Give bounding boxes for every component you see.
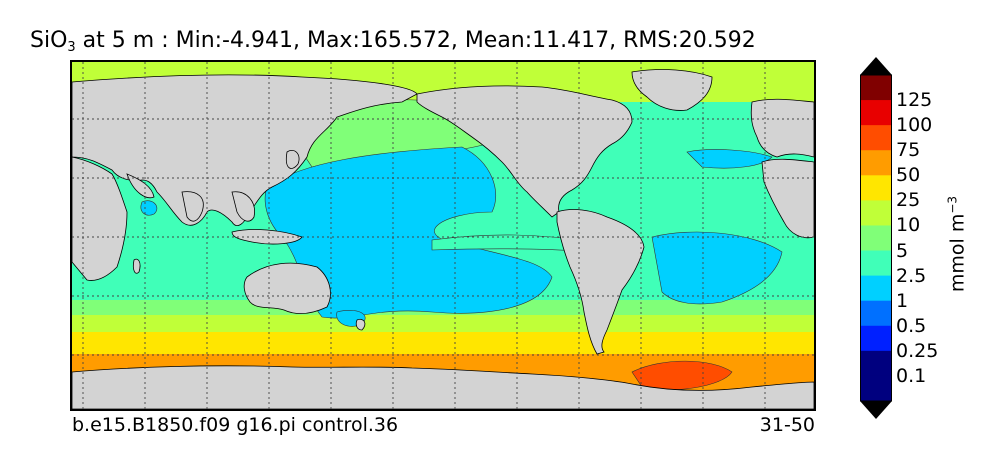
colorbar-tick-label: 100	[896, 114, 933, 137]
colorbar-segment	[860, 125, 892, 151]
colorbar-tick-label: 0.5	[896, 314, 927, 337]
indian-low-patch	[140, 200, 158, 216]
colorbar	[860, 57, 892, 423]
colorbar-unit-exponent: −3	[945, 195, 960, 214]
colorbar-tick-label: 25	[896, 189, 921, 212]
land-europe	[750, 98, 814, 158]
map-title: SiO3 at 5 m : Min:-4.941, Max:165.572, M…	[30, 28, 756, 55]
colorbar-tick-label: 10	[896, 214, 921, 237]
title-variable: SiO	[30, 28, 68, 53]
colorbar-segment	[860, 325, 892, 352]
title-subscript: 3	[67, 40, 76, 55]
colorbar-segment	[860, 275, 892, 302]
land-greenland	[631, 69, 713, 111]
colorbar-tick-label: 2.5	[896, 264, 927, 287]
case-name: b.e15.B1850.f09 g16.pi control.36	[72, 414, 399, 436]
land-india	[181, 191, 204, 222]
land-japan	[285, 149, 300, 169]
colorbar-segment	[860, 200, 892, 226]
colorbar-tick-label: 0.1	[896, 364, 927, 387]
colorbar-over-arrow	[860, 57, 892, 75]
land-new-zealand	[355, 318, 366, 331]
land-south-america	[556, 209, 645, 355]
colorbar-tick-label: 0.25	[896, 339, 939, 362]
year-range: 31-50	[759, 414, 815, 436]
colorbar-under-arrow	[860, 401, 892, 419]
land-antarctica	[72, 365, 814, 409]
gridlines	[72, 62, 814, 409]
land-arabia	[126, 173, 155, 199]
colorbar-frame	[860, 74, 892, 402]
colorbar-segment	[860, 375, 892, 402]
colorbar-segment	[860, 350, 892, 377]
colorbar-segment	[860, 75, 892, 101]
colorbar-tick-label: 5	[896, 239, 909, 262]
colorbar-segment	[860, 250, 892, 277]
colorbar-segment	[860, 100, 892, 126]
land-north-africa	[761, 158, 814, 239]
title-stats: at 5 m : Min:-4.941, Max:165.572, Mean:1…	[75, 28, 756, 53]
colorbar-segment	[860, 150, 892, 176]
ocean-south-band-lime	[72, 315, 814, 335]
colorbar-segment	[860, 225, 892, 252]
colorbar-tick-label: 50	[896, 164, 921, 187]
land-australia	[243, 262, 331, 314]
north-atlantic-low	[686, 149, 773, 169]
colorbar-label: mmol m−3	[945, 196, 968, 292]
south-atlantic-low	[651, 231, 783, 305]
land-madagascar	[132, 258, 141, 274]
colorbar-segment	[860, 175, 892, 201]
colorbar-tick-label: 125	[896, 89, 933, 112]
global-map	[70, 60, 816, 411]
colorbar-unit: mmol m	[946, 213, 969, 293]
land-africa	[72, 156, 128, 281]
colorbar-tick-label: 1	[896, 289, 909, 312]
colorbar-tick-label: 75	[896, 139, 921, 162]
colorbar-segment	[860, 300, 892, 327]
land-indochina	[231, 191, 255, 222]
